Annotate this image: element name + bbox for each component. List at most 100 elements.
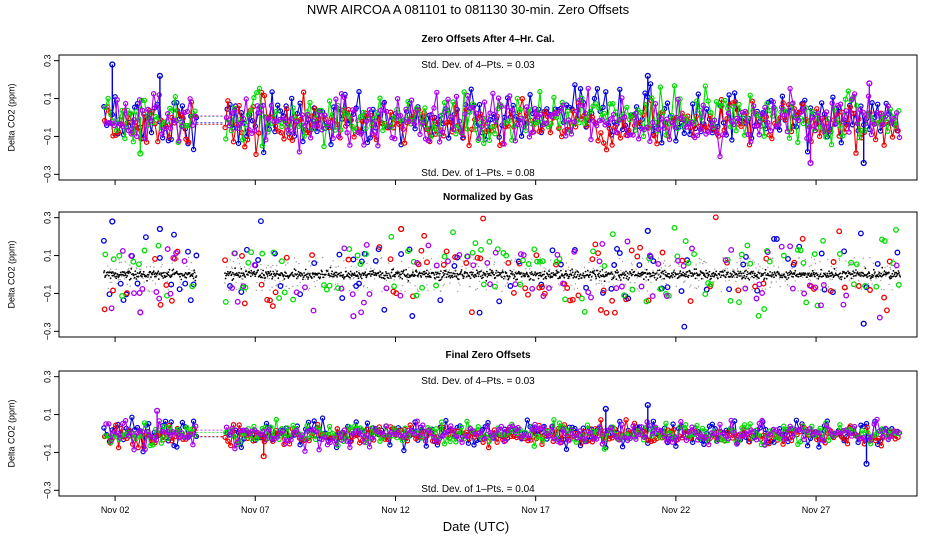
- baseline-point: [348, 273, 351, 276]
- data-point: [780, 252, 787, 259]
- spread-point: [738, 270, 740, 272]
- series-segment: [699, 105, 704, 130]
- series-segment: [286, 108, 291, 138]
- baseline-point: [175, 270, 178, 273]
- data-point: [456, 252, 463, 258]
- baseline-point: [298, 273, 301, 276]
- baseline-point: [163, 271, 165, 274]
- data-point: [102, 251, 109, 258]
- spread-point: [600, 280, 602, 282]
- data-point: [841, 248, 848, 255]
- baseline-point: [451, 274, 453, 277]
- data-point: [430, 121, 436, 127]
- highlight-point: [156, 72, 164, 79]
- spread-point: [865, 285, 867, 287]
- baseline-point: [529, 277, 532, 280]
- data-point: [357, 113, 364, 120]
- baseline-point: [528, 275, 530, 278]
- data-point: [433, 262, 440, 269]
- series-segment: [526, 106, 530, 137]
- baseline-point: [451, 276, 454, 279]
- spread-point: [409, 282, 411, 284]
- baseline-point: [770, 274, 773, 276]
- baseline-point: [593, 272, 595, 275]
- baseline-point: [170, 275, 173, 277]
- baseline-point: [427, 273, 429, 276]
- baseline-point: [501, 276, 503, 279]
- spread-point: [157, 274, 159, 277]
- spread-point: [665, 270, 667, 273]
- data-point: [638, 125, 645, 132]
- data-point: [157, 301, 164, 308]
- data-point: [532, 105, 538, 112]
- data-point: [467, 105, 474, 112]
- series-segment: [363, 120, 368, 146]
- baseline-point: [594, 273, 596, 276]
- data-point: [269, 303, 276, 310]
- spread-point: [850, 262, 853, 264]
- baseline-point: [748, 278, 751, 281]
- baseline-point: [633, 270, 636, 273]
- baseline-point: [561, 273, 563, 276]
- data-point: [685, 260, 692, 266]
- baseline-point: [385, 271, 387, 273]
- spread-point: [675, 285, 678, 287]
- series-segment: [668, 115, 673, 124]
- baseline-point: [746, 273, 748, 276]
- spread-point: [239, 273, 241, 275]
- spread-point: [298, 262, 300, 265]
- series-segment: [582, 105, 586, 114]
- baseline-point: [709, 275, 712, 278]
- data-point: [836, 228, 843, 235]
- series-segment: [475, 113, 480, 139]
- baseline-point: [123, 271, 126, 273]
- series-purple: [108, 238, 900, 321]
- baseline-point: [731, 273, 733, 275]
- spread-point: [668, 265, 670, 267]
- data-point: [791, 259, 798, 266]
- baseline-point: [565, 270, 567, 273]
- spread-point: [149, 265, 152, 268]
- series-segment: [793, 108, 798, 116]
- spread-point: [514, 260, 516, 263]
- data-point: [740, 261, 747, 268]
- series-segment: [805, 107, 810, 127]
- data-point: [694, 98, 700, 104]
- baseline-point: [686, 275, 688, 278]
- panels: Zero Offsets After 4–Hr. Cal.0.30.1−0.1−…: [6, 34, 918, 515]
- spread-point: [366, 262, 368, 265]
- data-point: [156, 295, 163, 302]
- baseline-point: [576, 270, 579, 272]
- spread-point: [493, 263, 495, 266]
- series-segment: [472, 107, 477, 114]
- series-segment: [887, 105, 892, 123]
- baseline-point: [892, 270, 895, 272]
- series-segment: [520, 118, 525, 127]
- baseline-point: [372, 271, 375, 274]
- series-segment: [240, 438, 245, 448]
- spread-point: [190, 261, 192, 264]
- data-point: [665, 292, 672, 299]
- series-segment: [436, 92, 441, 142]
- spread-point: [725, 280, 727, 282]
- data-point: [873, 283, 880, 290]
- series-segment: [761, 107, 766, 115]
- series-segment: [389, 428, 394, 445]
- baseline-point: [758, 277, 760, 280]
- spread-point: [750, 273, 753, 275]
- baseline-point: [157, 278, 160, 280]
- spread-point: [601, 270, 604, 272]
- baseline-point: [165, 275, 168, 278]
- series-segment: [597, 132, 602, 141]
- baseline-point: [516, 278, 519, 281]
- spread-point: [408, 267, 410, 269]
- data-point: [174, 248, 181, 255]
- baseline-point: [251, 274, 254, 276]
- spread-point: [154, 283, 157, 285]
- data-point: [658, 116, 664, 122]
- data-point: [577, 97, 583, 103]
- spread-point: [335, 266, 337, 268]
- baseline-point: [342, 274, 345, 276]
- spread-point: [118, 259, 120, 261]
- spread-point: [879, 279, 882, 282]
